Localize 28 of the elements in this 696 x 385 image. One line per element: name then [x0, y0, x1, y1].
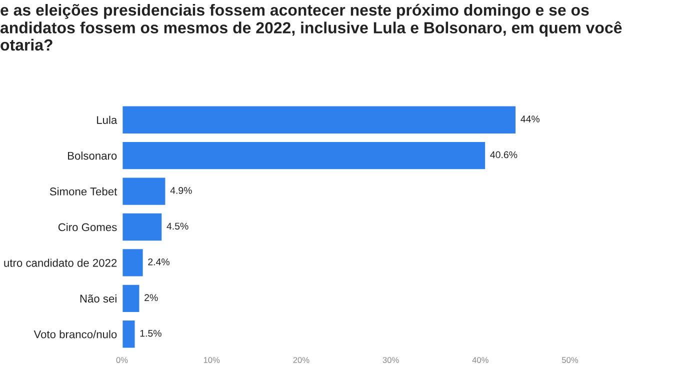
bar [122, 283, 141, 314]
x-tick-label: 0% [116, 357, 128, 363]
y-tick-label: Simone Tebet [50, 187, 118, 196]
data-label: 4.5% [166, 222, 188, 230]
data-label: 2.4% [148, 258, 170, 266]
data-label: 4.9% [170, 187, 192, 194]
y-tick-label: Não sei [80, 294, 116, 303]
bar [122, 104, 517, 135]
data-label: 2% [144, 294, 158, 301]
x-tick-label: 50% [562, 357, 578, 363]
y-tick-label: Lula [97, 116, 118, 124]
x-tick-label: 20% [293, 357, 310, 363]
y-tick-label: Ciro Gomes [58, 222, 117, 232]
data-label: 40.6% [490, 151, 518, 158]
y-tick-label: Voto branco/nulo [34, 330, 117, 338]
y-tick-label: utro candidato de 2022 [4, 258, 117, 267]
x-tick-label: 40% [472, 357, 488, 363]
data-label: 1.5% [140, 330, 162, 337]
bar [122, 248, 144, 278]
data-label: 44% [520, 116, 540, 122]
x-tick-label: 30% [382, 357, 399, 363]
y-tick-label: Bolsonaro [68, 152, 117, 160]
bar [122, 212, 164, 242]
bar [122, 319, 136, 350]
bar [122, 140, 486, 171]
chart-title: e as eleições presidenciais fossem acontecer neste próximo domingo e se os andidatos fossem os mesmos de 2022, inclusive Lula e Bolsonaro, em quem você otaria? [0, 4, 622, 51]
bar [122, 176, 167, 206]
x-tick-label: 10% [204, 357, 220, 363]
